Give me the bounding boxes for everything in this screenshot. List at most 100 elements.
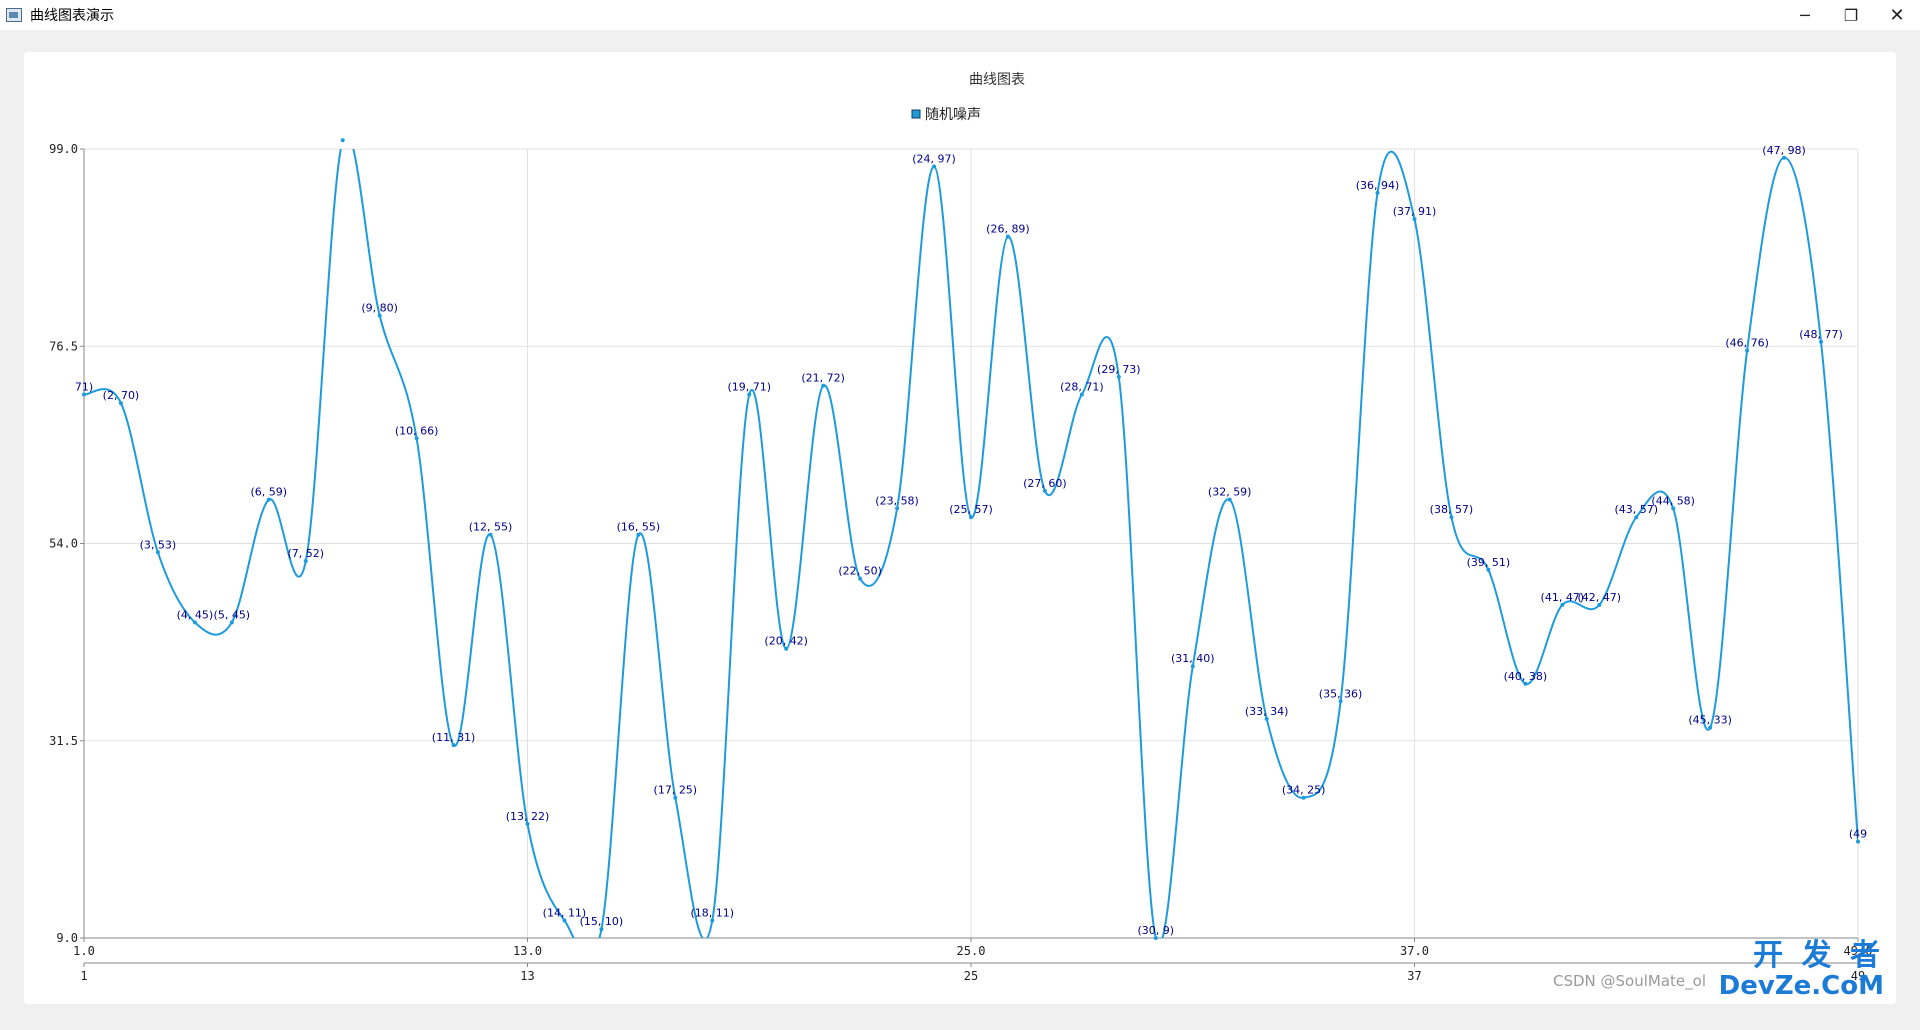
- data-label: (20, 42): [764, 635, 808, 648]
- data-point: [1856, 839, 1860, 844]
- data-label: 71): [75, 380, 93, 393]
- data-point: [266, 497, 271, 502]
- data-label: (24, 97): [912, 153, 956, 166]
- data-point: [303, 559, 308, 564]
- data-point: [969, 515, 973, 520]
- data-point: [340, 138, 345, 143]
- data-label: (32, 59): [1208, 486, 1252, 499]
- chart-panel: 9.0 31.5 54.0 76.5 99.0 1.0 13.0 25.0 37.0 49.0 1 1…: [24, 52, 1896, 1004]
- data-label: (29, 73): [1097, 363, 1141, 376]
- x-tick-label: 37.0: [1400, 944, 1429, 958]
- data-point: [599, 927, 604, 932]
- data-point: [155, 550, 160, 555]
- data-label: (3, 53): [140, 538, 177, 551]
- data-label: (43, 57): [1614, 503, 1658, 516]
- app-icon: [6, 8, 22, 22]
- data-label: (15, 10): [580, 915, 624, 928]
- data-label: (31, 40): [1171, 652, 1215, 665]
- data-point: [1264, 716, 1269, 721]
- data-label: (38, 57): [1430, 503, 1474, 516]
- data-point: [377, 313, 382, 318]
- data-label: (46, 76): [1725, 337, 1769, 350]
- site-watermark: 开 发 者 DevZe.CoM: [1719, 940, 1884, 1001]
- data-point: [82, 392, 86, 397]
- data-label: (9, 80): [361, 302, 398, 315]
- data-point: [1449, 515, 1454, 520]
- x-category-tick-label: 1: [80, 969, 87, 983]
- data-label: (37, 91): [1393, 205, 1437, 218]
- data-label: (49: [1849, 828, 1867, 841]
- data-label: (19, 71): [727, 380, 771, 393]
- data-label: (6, 59): [251, 486, 288, 499]
- data-label: (44, 58): [1651, 494, 1695, 507]
- data-point: [1190, 664, 1195, 669]
- data-label: (25, 57): [949, 503, 993, 516]
- data-point: [932, 164, 937, 169]
- data-label: (10, 66): [395, 424, 439, 437]
- series-line: [84, 149, 1858, 938]
- data-point: [1116, 374, 1121, 379]
- y-tick-label: 54.0: [49, 537, 78, 551]
- data-point: [858, 576, 863, 581]
- x-tick-label: 13.0: [513, 944, 542, 958]
- close-button[interactable]: ✕: [1889, 4, 1905, 26]
- data-label: (40, 38): [1504, 670, 1548, 683]
- y-tick-label: 76.5: [49, 339, 78, 353]
- data-point: [1301, 795, 1306, 800]
- data-point: [562, 918, 567, 923]
- data-point: [229, 620, 234, 625]
- legend-label: 随机噪声: [925, 107, 981, 123]
- data-point: [1819, 339, 1824, 344]
- data-point: [488, 532, 493, 537]
- x-tick-label: 25.0: [957, 944, 986, 958]
- title-bar: 曲线图表演示 ─ ❐ ✕: [0, 0, 1920, 30]
- data-label: (41, 47): [1541, 591, 1585, 604]
- x-tick-label: 49.0: [1844, 944, 1873, 958]
- data-label: (42, 47): [1578, 591, 1622, 604]
- data-point: [192, 620, 197, 625]
- data-point: [821, 383, 826, 388]
- y-tick-label: 31.5: [49, 734, 78, 748]
- data-label: (17, 25): [654, 784, 698, 797]
- data-point: [1708, 725, 1713, 730]
- data-point: [1486, 567, 1491, 572]
- data-point: [1227, 497, 1232, 502]
- data-point: [1597, 602, 1602, 607]
- maximize-button[interactable]: ❐: [1843, 5, 1859, 25]
- data-label: (13, 22): [506, 810, 550, 823]
- x-category-tick-label: 25: [964, 969, 978, 983]
- data-label: (34, 25): [1282, 784, 1326, 797]
- data-point: [118, 401, 123, 406]
- y-tick-label: 9.0: [56, 931, 78, 945]
- data-label: (33, 34): [1245, 705, 1289, 718]
- x-tick-label: 1.0: [73, 944, 95, 958]
- data-point: [673, 795, 678, 800]
- data-point: [1042, 488, 1047, 493]
- data-label: (28, 71): [1060, 380, 1104, 393]
- data-label: (7, 52): [287, 547, 324, 560]
- data-label: (16, 55): [617, 521, 661, 534]
- data-point: [710, 918, 715, 923]
- data-point: [1005, 234, 1010, 239]
- minimize-button[interactable]: ─: [1800, 5, 1810, 25]
- data-point: [1782, 155, 1787, 160]
- chart-title: 曲线图表: [969, 72, 1025, 88]
- data-label: (27, 60): [1023, 477, 1067, 490]
- data-label: (30, 9): [1138, 924, 1175, 937]
- data-point: [1079, 392, 1084, 397]
- x-category-tick-label: 49: [1851, 969, 1865, 983]
- data-point: [1671, 506, 1676, 511]
- csdn-watermark: CSDN @SoulMate_ol: [1553, 972, 1706, 990]
- x-category-tick-label: 37: [1407, 969, 1421, 983]
- data-label: (21, 72): [801, 372, 845, 385]
- data-label: (36, 94): [1356, 179, 1400, 192]
- data-label: (5, 45): [214, 608, 251, 621]
- data-point: [1634, 515, 1639, 520]
- data-point: [784, 646, 789, 651]
- data-label: (11, 31): [432, 731, 476, 744]
- legend-marker: [911, 109, 921, 119]
- data-point: [1412, 217, 1417, 222]
- data-point: [1375, 190, 1380, 195]
- data-point: [525, 822, 530, 827]
- window-title: 曲线图表演示: [30, 8, 114, 24]
